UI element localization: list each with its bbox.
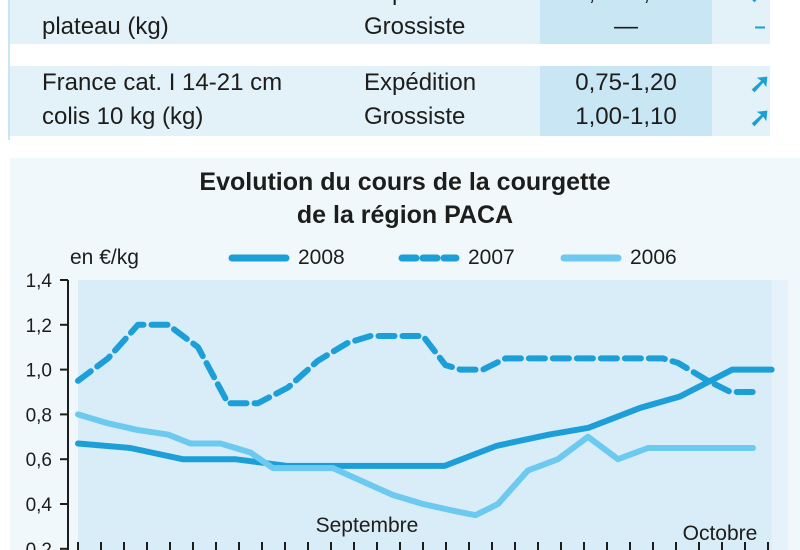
legend-item-2006: 2006 bbox=[560, 246, 677, 270]
chart-title: Evolution du cours de la courgette de la… bbox=[199, 168, 611, 229]
market-type: Expédition Grossiste bbox=[364, 69, 477, 130]
y-tick-label: 1,2 bbox=[26, 316, 52, 337]
up-arrow-icon: ➚ bbox=[749, 68, 771, 98]
market-type: Expédition Grossiste bbox=[364, 0, 476, 40]
price-range: 0,75-1,20 1,00-1,10 bbox=[540, 66, 712, 136]
table-left-rule bbox=[8, 0, 10, 140]
october-region bbox=[771, 280, 788, 550]
legend-swatch-2008 bbox=[228, 254, 290, 262]
y-tick-label: 0,8 bbox=[26, 405, 52, 426]
trend: ➚ – bbox=[730, 0, 790, 44]
legend-label: 2007 bbox=[468, 246, 515, 269]
series-line-2008 bbox=[75, 366, 775, 469]
legend-item-2007: 2007 bbox=[398, 246, 515, 270]
table-row: Ronde France cat. I plateau (kg) Expédit… bbox=[10, 0, 800, 44]
series-line-2006 bbox=[75, 411, 756, 519]
y-tick-label: 1,4 bbox=[26, 271, 53, 292]
legend-label: 2008 bbox=[298, 246, 345, 269]
price-range: 1,30-1,40 — bbox=[540, 0, 712, 44]
table-row: France cat. I 14-21 cm colis 10 kg (kg) … bbox=[10, 66, 800, 136]
dash-icon: – bbox=[754, 16, 766, 38]
series-line-2007 bbox=[75, 321, 756, 407]
y-tick-label: 1,0 bbox=[26, 361, 52, 382]
y-tick-label: 0,2 bbox=[26, 540, 52, 550]
september-region bbox=[78, 280, 772, 550]
legend-item-2008: 2008 bbox=[228, 246, 345, 270]
month-label-septembre: Septembre bbox=[316, 514, 419, 537]
product-name: France cat. I 14-21 cm colis 10 kg (kg) bbox=[42, 69, 283, 130]
month-label-octobre: Octobre bbox=[683, 522, 758, 545]
legend-label: 2006 bbox=[630, 246, 677, 269]
up-arrow-icon: ➚ bbox=[749, 102, 771, 132]
product-name: Ronde France cat. I plateau (kg) bbox=[42, 0, 253, 40]
trend: ➚ ➚ bbox=[730, 66, 790, 134]
y-tick-label: 0,4 bbox=[26, 495, 53, 516]
y-tick-label: 0,6 bbox=[26, 450, 52, 471]
legend-swatch-2007 bbox=[398, 254, 460, 262]
up-arrow-icon: ➚ bbox=[730, 0, 790, 10]
legend-swatch-2006 bbox=[560, 254, 622, 262]
price-table: Ronde France cat. I plateau (kg) Expédit… bbox=[0, 0, 800, 140]
y-axis-unit-label: en €/kg bbox=[70, 246, 139, 269]
